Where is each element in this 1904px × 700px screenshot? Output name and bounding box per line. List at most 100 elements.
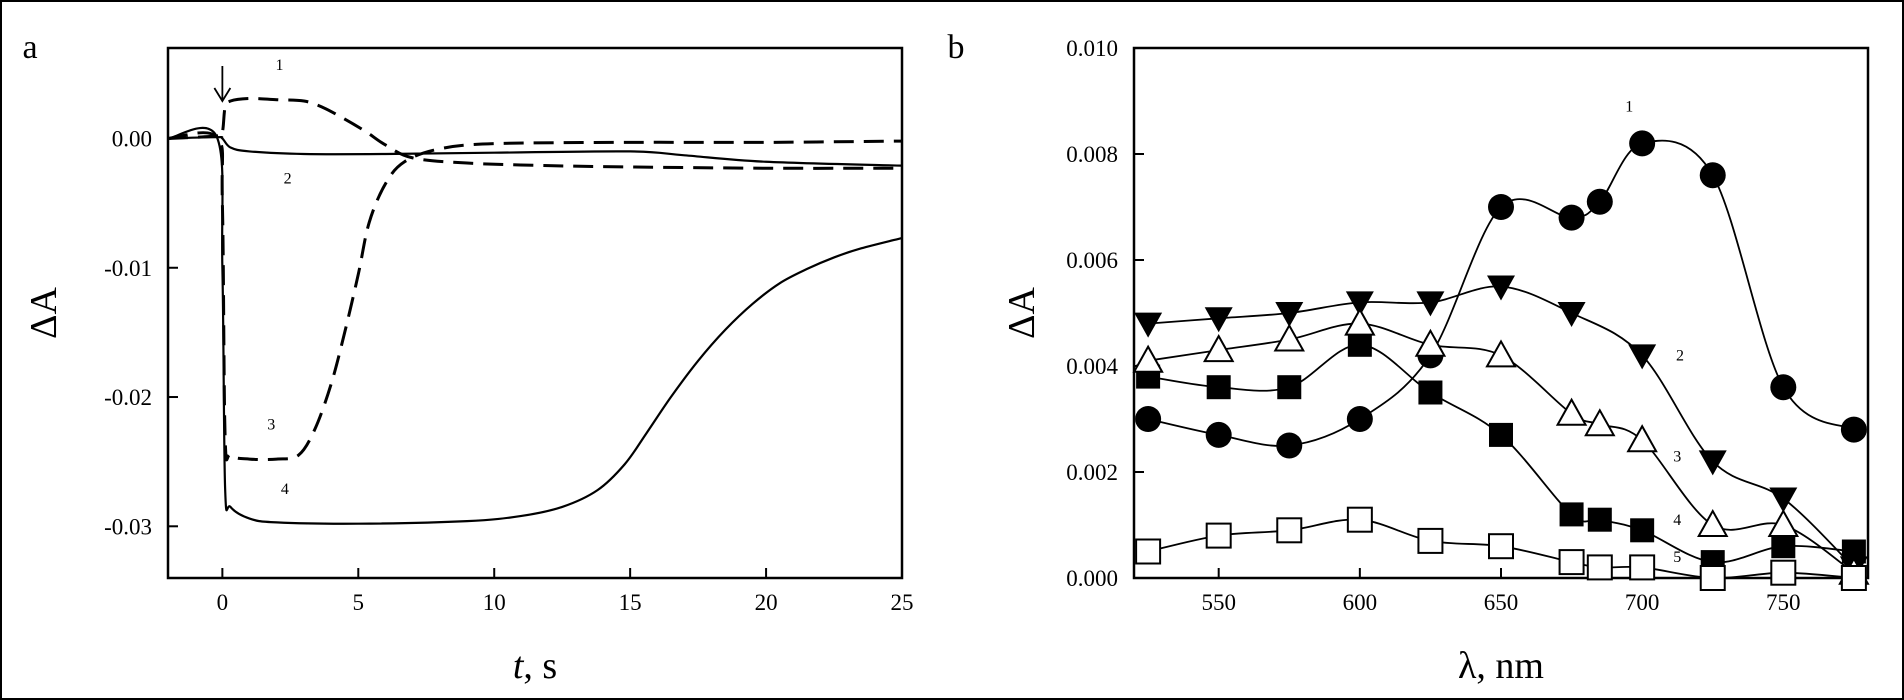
data-point-b-4 (1489, 422, 1513, 447)
panel-label-b: b (948, 29, 965, 66)
data-point-b-5 (1417, 527, 1444, 554)
data-point-b-2 (1345, 291, 1374, 317)
data-point-b-1 (1770, 374, 1797, 401)
y-tick-label-b: 0.002 (1066, 460, 1118, 485)
x-tick-label-a: 15 (619, 590, 642, 615)
data-point-b-1 (1276, 432, 1303, 459)
series-label-a-1: 1 (275, 57, 283, 74)
data-point-b-3 (1697, 508, 1729, 537)
y-tick-label-a: -0.03 (104, 514, 152, 539)
data-point-b-3 (1414, 328, 1447, 357)
y-tick-label-b: 0.004 (1066, 354, 1118, 379)
x-axis-label-a: t, s (513, 645, 557, 687)
x-axis-label-a-var: t (513, 645, 525, 687)
data-point-b-2 (1557, 302, 1586, 327)
series-label-a-2: 2 (284, 171, 292, 188)
series-label-b-4: 4 (1673, 512, 1681, 529)
data-point-b-5 (1586, 554, 1613, 581)
panel-label-a: a (22, 29, 37, 66)
data-point-b-2 (1275, 302, 1304, 327)
data-point-b-4 (1418, 380, 1443, 405)
data-point-b-4 (1559, 502, 1584, 527)
data-point-b-1 (1840, 416, 1867, 443)
data-point-b-2 (1134, 312, 1163, 338)
x-tick-label-b: 600 (1343, 590, 1378, 615)
data-point-b-1 (1488, 194, 1514, 220)
data-point-b-1 (1629, 130, 1656, 157)
data-point-b-1 (1586, 188, 1613, 215)
x-tick-label-a: 20 (755, 590, 778, 615)
data-point-b-4 (1771, 534, 1796, 559)
data-point-b-4 (1630, 518, 1655, 543)
data-point-b-2 (1628, 344, 1657, 370)
series-label-b-1: 1 (1625, 99, 1633, 116)
injection-arrow-head (213, 87, 232, 103)
x-axis-label-b: λ, nm (1458, 645, 1544, 687)
y-tick-label-a: 0.00 (112, 126, 152, 151)
data-point-b-2 (1416, 291, 1445, 317)
y-axis-label-a: ΔA (23, 287, 65, 339)
x-tick-label-a: 0 (217, 590, 229, 615)
data-point-b-1 (1346, 406, 1373, 432)
data-point-b-3 (1344, 307, 1376, 336)
data-point-b-5 (1205, 522, 1232, 549)
data-point-b-5 (1840, 565, 1867, 591)
data-point-b-1 (1135, 406, 1162, 432)
y-tick-label-b: 0.008 (1066, 142, 1118, 167)
x-axis-label-a-unit: , s (523, 645, 557, 687)
x-tick-label-a: 5 (353, 590, 365, 615)
series-label-a-4: 4 (281, 481, 289, 498)
x-tick-label-a: 25 (891, 590, 914, 615)
panel-a: 0 5 10 15 20 25 0.00 -0.01 -0.02 -0.03 1 2 3 4 t, s ΔA a (22, 29, 913, 687)
series-label-a-3: 3 (267, 416, 275, 433)
y-tick-label-b: 0.006 (1066, 248, 1118, 273)
data-point-b-3 (1132, 344, 1164, 373)
series-label-b-5: 5 (1673, 549, 1681, 566)
data-point-b-2 (1769, 487, 1798, 513)
series-label-b-3: 3 (1673, 448, 1681, 465)
data-point-b-5 (1135, 538, 1162, 565)
series-line-a-1 (167, 96, 903, 170)
data-point-b-5 (1488, 533, 1514, 560)
data-point-b-5 (1770, 559, 1797, 586)
y-tick-label-a: -0.02 (104, 385, 152, 410)
x-tick-label-b: 650 (1484, 590, 1519, 615)
series-line-a-4 (167, 126, 903, 525)
data-point-b-5 (1346, 506, 1373, 533)
x-tick-label-b: 700 (1625, 590, 1660, 615)
data-point-b-2 (1204, 307, 1233, 333)
data-point-b-5 (1699, 565, 1726, 591)
data-point-b-4 (1277, 375, 1302, 400)
data-point-b-3 (1485, 339, 1517, 368)
data-point-b-3 (1584, 408, 1616, 437)
data-point-b-3 (1202, 334, 1235, 363)
data-point-b-4 (1347, 332, 1372, 357)
x-tick-label-a: 10 (483, 590, 506, 615)
data-point-b-3 (1626, 424, 1658, 453)
data-point-b-5 (1558, 549, 1585, 576)
panel-b: 550 600 650 700 750 0.000 0.002 0.004 0.006 0.008… (948, 29, 1870, 687)
data-point-b-2 (1698, 450, 1727, 476)
data-point-b-2 (1487, 275, 1515, 301)
series-line-a-3 (167, 131, 903, 462)
plot-frame-a (166, 46, 904, 580)
x-tick-label-b: 550 (1201, 590, 1236, 615)
y-tick-label-b: 0.010 (1066, 36, 1118, 61)
data-point-b-1 (1205, 421, 1232, 448)
data-point-b-5 (1629, 554, 1656, 581)
data-point-b-1 (1558, 204, 1585, 231)
data-point-b-3 (1273, 323, 1305, 352)
y-axis-label-b: ΔA (1001, 287, 1043, 339)
data-point-b-3 (1767, 508, 1800, 537)
data-point-b-4 (1587, 507, 1612, 532)
series-label-b-2: 2 (1676, 348, 1684, 365)
x-tick-label-b: 750 (1766, 590, 1801, 615)
data-point-b-5 (1276, 517, 1303, 544)
y-tick-label-b: 0.000 (1066, 566, 1118, 591)
y-tick-label-a: -0.01 (104, 256, 152, 281)
series-line-a-2 (167, 136, 903, 167)
data-point-b-3 (1555, 397, 1588, 426)
data-point-b-1 (1699, 162, 1726, 189)
